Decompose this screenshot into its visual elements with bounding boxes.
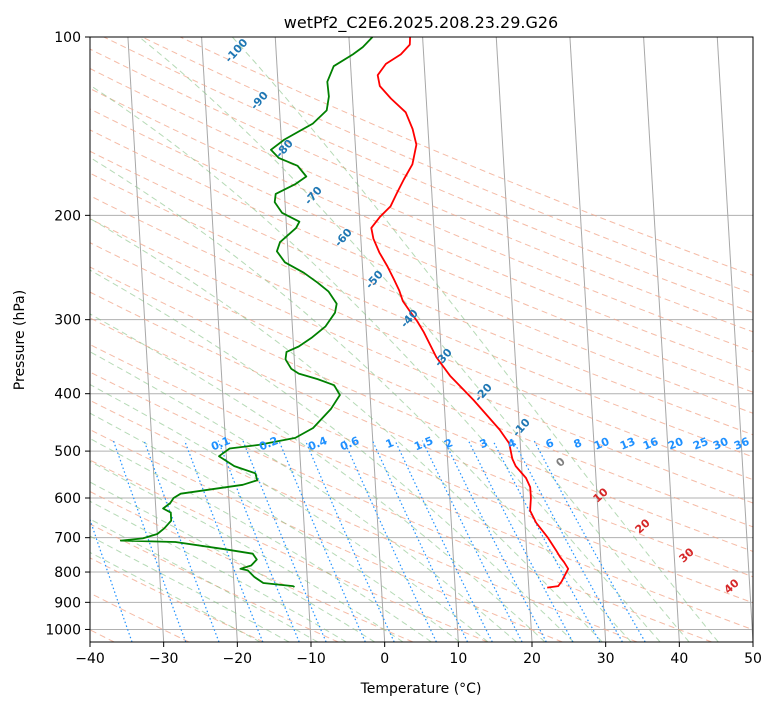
x-tick-label: 0: [380, 651, 389, 667]
x-tick-label: −40: [75, 651, 105, 667]
mixing-ratio-line: [242, 440, 327, 642]
moist-adiabat-line: [90, 84, 661, 642]
isotherm-line: [201, 37, 238, 642]
mixing-ratio-label: 3: [478, 436, 490, 451]
x-tick-label: −30: [149, 651, 179, 667]
y-tick-label: 900: [54, 595, 81, 611]
moist-adiabat-line: [90, 351, 517, 642]
y-tick-label: 200: [54, 208, 81, 224]
y-tick-label: 700: [54, 531, 81, 547]
isotherm-line: [422, 37, 459, 642]
x-tick-label: 40: [670, 651, 688, 667]
y-axis-label: Pressure (hPa): [12, 290, 28, 390]
mixing-ratio-label: 13: [618, 435, 637, 453]
mixing-ratio-label: 36: [732, 435, 751, 453]
plot-frame: [89, 36, 754, 643]
isotherm-line: [716, 37, 753, 642]
mixing-ratio-line: [533, 440, 646, 642]
moist-adiabat-line: [90, 500, 347, 642]
x-tick-label: −20: [223, 651, 253, 667]
mixing-ratio-label: 25: [691, 435, 710, 453]
dry-adiabat-line: [90, 371, 712, 642]
dry-adiabat-line: [90, 108, 753, 393]
dewpoint-profile-line: [119, 37, 374, 588]
moist-adiabat-line: [90, 481, 376, 642]
mixing-ratio-line: [421, 440, 523, 642]
mixing-ratio-label: 16: [641, 435, 660, 453]
mixing-ratio-label: 2: [443, 436, 455, 451]
y-tick-label: 300: [54, 313, 81, 329]
moist-adiabat-line: [90, 437, 432, 642]
x-tick-label: 30: [597, 651, 615, 667]
dry-adiabat-line: [90, 490, 414, 642]
mixing-ratio-label: 10: [592, 435, 611, 453]
dry-adiabat-line: [90, 88, 753, 373]
dry-adiabat-line: [90, 129, 753, 414]
mixing-ratio-line: [304, 440, 395, 642]
isotherm-line: [495, 37, 533, 642]
mixing-ratio-line: [343, 440, 437, 642]
dry-adiabat-line: [90, 291, 753, 578]
y-tick-label: 1000: [45, 622, 81, 638]
chart-title: wetPf2_C2E6.2025.208.23.29.G26: [284, 13, 558, 33]
y-tick-label: 600: [54, 491, 81, 507]
mixing-ratio-line: [184, 440, 264, 642]
mixing-ratio-label: 8: [572, 436, 584, 451]
y-axis-ticks: 100 200 300 400 500 600 700 800 900 1000: [45, 30, 90, 638]
mixing-ratio-line: [394, 440, 493, 642]
moist-adiabat-line: [90, 313, 546, 642]
x-tick-label: −10: [296, 651, 326, 667]
isotherm-line: [274, 37, 312, 642]
mixing-ratio-label: 30: [711, 435, 730, 453]
mixing-ratio-line: [467, 440, 574, 642]
x-tick-label: 10: [449, 651, 467, 667]
x-tick-label: 20: [523, 651, 541, 667]
y-tick-label: 500: [54, 444, 81, 460]
x-axis-label: Temperature (°C): [360, 681, 482, 697]
x-tick-label: 50: [744, 651, 762, 667]
grid-layer: [90, 37, 753, 642]
y-tick-label: 800: [54, 565, 81, 581]
y-tick-label: 100: [54, 30, 81, 46]
dry-adiabat-line: [90, 266, 753, 552]
mixing-ratio-line: [443, 440, 547, 642]
isotherm-line: [643, 37, 680, 642]
dry-adiabat-line: [90, 68, 753, 353]
mixing-ratio-line: [278, 440, 366, 642]
series-layer: [119, 37, 570, 589]
mixing-ratio-line: [217, 440, 300, 642]
isotherm-line: [569, 37, 607, 642]
moist-adiabat-line: [138, 37, 690, 642]
dry-adiabat-line: [90, 344, 753, 631]
mixing-ratio-line: [371, 440, 469, 642]
moist-adiabat-line: [231, 37, 719, 642]
mixing-ratio-label: 20: [666, 435, 685, 453]
temperature-profile-line: [370, 37, 570, 589]
moist-adiabat-line: [90, 269, 574, 642]
moist-adiabat-line: [90, 156, 632, 642]
y-tick-label: 400: [54, 387, 81, 403]
mixing-ratio-label: 1: [384, 436, 396, 451]
x-axis-ticks: −40 −30 −20 −10 0 10 20 30 40 50: [75, 642, 762, 667]
isotherm-line: [348, 37, 386, 642]
